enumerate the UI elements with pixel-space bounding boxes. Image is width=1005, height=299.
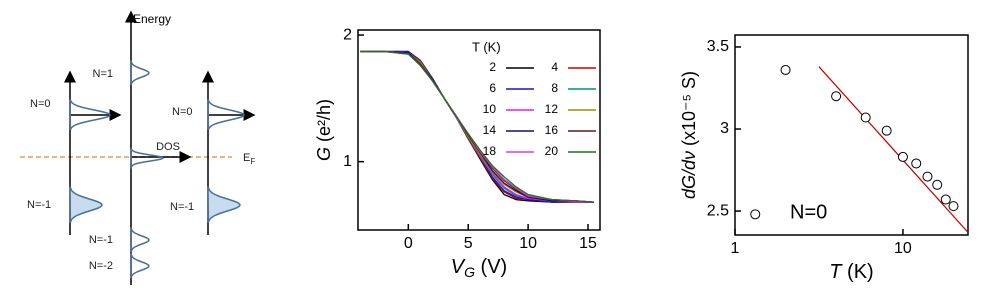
legend-title: T (K) xyxy=(472,39,501,54)
axis-unit: (K) xyxy=(842,261,874,283)
level-peak xyxy=(207,186,241,224)
plot-frame xyxy=(357,29,601,231)
axis-symbol: dG/dν xyxy=(679,151,699,199)
data-point xyxy=(897,151,908,162)
series-line xyxy=(360,50,595,203)
axis-label: Energy xyxy=(133,12,171,26)
series-line xyxy=(360,50,595,203)
x-tick-label: 10 xyxy=(519,235,537,252)
level-label: N=-1 xyxy=(27,199,51,211)
level-peak xyxy=(130,148,165,170)
level-peak xyxy=(130,253,150,279)
level-label: N=-1 xyxy=(170,201,194,213)
legend-label: 10 xyxy=(483,102,497,116)
fermi-symbol: E xyxy=(243,152,250,164)
series-line xyxy=(360,50,595,203)
level-peak xyxy=(69,99,111,131)
axis-label: dG/dν (x10⁻⁵ S) xyxy=(679,71,699,199)
series-line xyxy=(360,50,595,203)
level-label: N=0 xyxy=(30,98,51,110)
axis-symbol: V xyxy=(451,256,466,278)
y-tick-label: 2 xyxy=(343,26,352,43)
level-peak xyxy=(130,60,150,86)
axis-unit: (e²/h) xyxy=(314,99,334,147)
x-tick-label: 15 xyxy=(579,235,597,252)
x-tick-label: 5 xyxy=(464,235,473,252)
plot-frame xyxy=(734,34,969,236)
level-label: N=-1 xyxy=(89,234,113,246)
series-line xyxy=(360,50,595,203)
annotation: N=0 xyxy=(790,201,827,223)
axis-unit: (x10⁻⁵ S) xyxy=(679,71,699,151)
series-line xyxy=(360,50,595,203)
fermi-sub: F xyxy=(250,157,255,166)
level-peak xyxy=(69,186,103,224)
series-line xyxy=(360,50,595,203)
x-tick-label: 0 xyxy=(404,235,413,252)
legend-label: 6 xyxy=(489,81,496,95)
level-label: N=0 xyxy=(172,106,193,118)
level-peak xyxy=(130,227,150,253)
series-line xyxy=(360,50,595,203)
axis-symbol: G xyxy=(314,147,334,161)
legend-label: 12 xyxy=(545,102,559,116)
series-line xyxy=(360,50,595,203)
axis-unit: (V) xyxy=(475,256,507,278)
data-point xyxy=(831,91,842,102)
level-label: N=-2 xyxy=(89,260,113,272)
data-point xyxy=(940,194,951,205)
fit-line xyxy=(818,66,969,233)
x-tick-label: 10 xyxy=(894,240,912,257)
axis-subscript: G xyxy=(464,264,475,280)
x-tick-label: 1 xyxy=(731,240,740,257)
axis-label: G (e²/h) xyxy=(314,99,334,161)
level-peak xyxy=(207,99,245,131)
legend-label: 2 xyxy=(489,60,496,74)
y-tick-label: 2.5 xyxy=(707,202,729,219)
level-label: N=1 xyxy=(93,68,114,80)
data-point xyxy=(911,158,922,169)
data-point xyxy=(932,179,943,190)
dos-label: DOS xyxy=(156,141,180,153)
axis-symbol: T xyxy=(829,261,843,283)
data-point xyxy=(780,64,791,75)
axis-label: VG (V) xyxy=(451,256,507,279)
legend-label: 14 xyxy=(483,123,497,137)
series-line xyxy=(360,50,595,203)
legend-label: 16 xyxy=(545,123,559,137)
data-point xyxy=(948,201,959,212)
legend-label: 20 xyxy=(545,144,559,158)
legend-label: 18 xyxy=(483,144,497,158)
y-tick-label: 1 xyxy=(343,153,352,170)
data-point xyxy=(881,125,892,136)
data-point xyxy=(922,171,933,182)
y-tick-label: 3.5 xyxy=(707,38,729,55)
data-point xyxy=(750,209,761,220)
axis-label: T (K) xyxy=(829,261,873,283)
y-tick-label: 3 xyxy=(720,120,729,137)
data-point xyxy=(860,112,871,123)
legend-label: 8 xyxy=(551,81,558,95)
fermi-label: EF xyxy=(243,152,255,166)
energy-diagram: Energy N=1 DOS N=-1 N=-2 N=0 N=-1 N=0 N=… xyxy=(20,10,256,285)
legend-label: 4 xyxy=(551,60,558,74)
